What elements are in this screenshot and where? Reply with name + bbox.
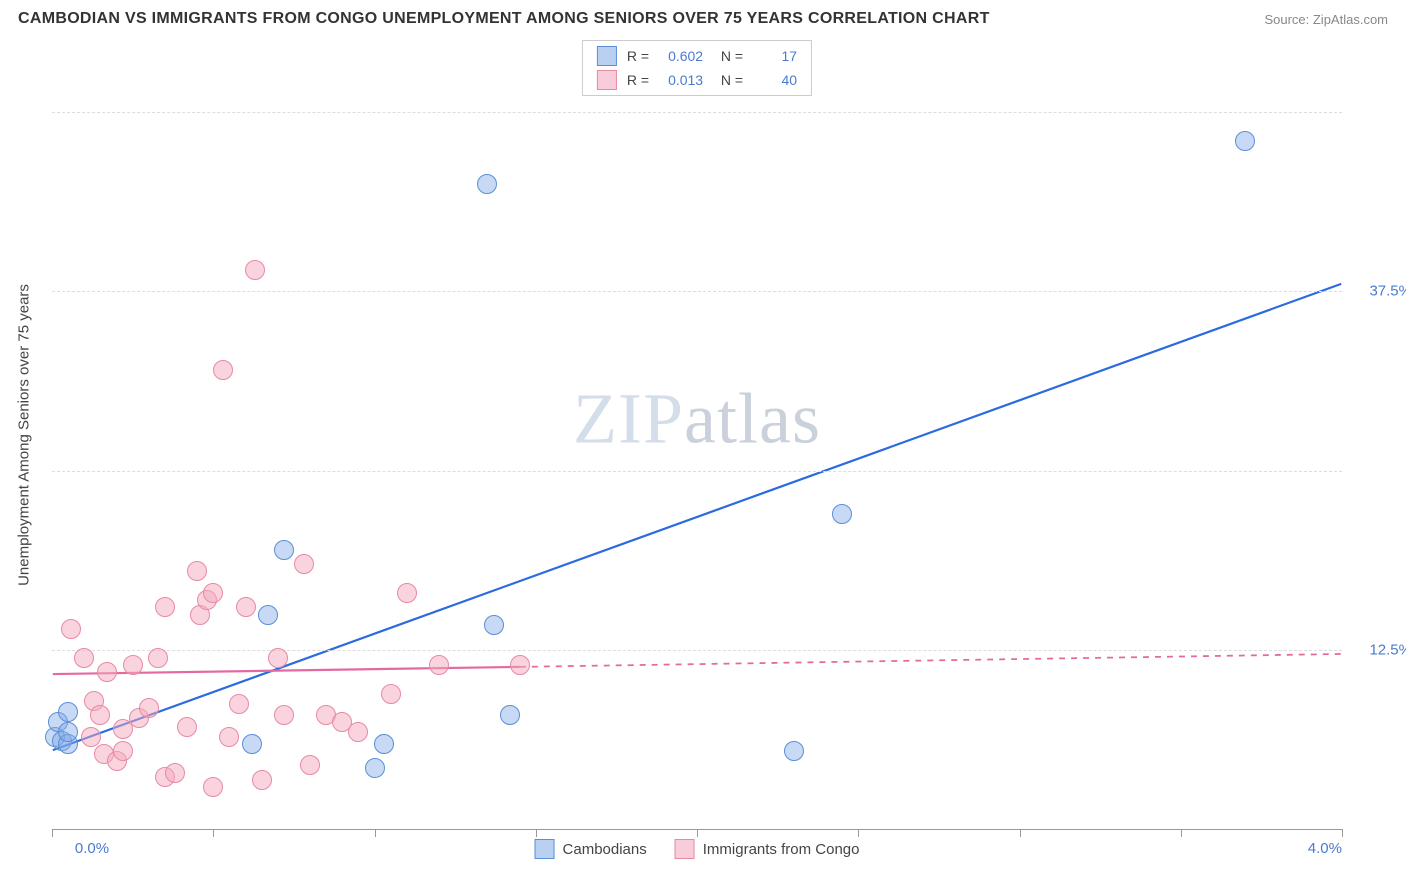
n-value-congo: 40 [753,72,797,88]
data-point [429,655,449,675]
y-tick-label: 12.5% [1352,642,1406,659]
watermark-prefix: ZIP [573,378,684,458]
stats-legend: R = 0.602 N = 17 R = 0.013 N = 40 [582,40,812,96]
data-point [252,770,272,790]
stats-row-congo: R = 0.013 N = 40 [583,68,811,92]
data-point [258,605,278,625]
watermark-suffix: atlas [684,378,821,458]
data-point [294,554,314,574]
data-point [81,727,101,747]
r-label: R = [627,48,649,64]
header-row: CAMBODIAN VS IMMIGRANTS FROM CONGO UNEMP… [0,0,1406,34]
data-point [90,705,110,725]
x-tick [375,829,376,837]
x-tick [52,829,53,837]
data-point [510,655,530,675]
x-tick-label: 4.0% [1262,840,1342,857]
data-point [97,662,117,682]
chart-title: CAMBODIAN VS IMMIGRANTS FROM CONGO UNEMP… [18,10,990,28]
data-point [187,561,207,581]
legend-item-congo: Immigrants from Congo [675,839,860,859]
data-point [268,648,288,668]
data-point [165,763,185,783]
r-value-congo: 0.013 [659,72,703,88]
n-value-cambodians: 17 [753,48,797,64]
data-point [374,734,394,754]
data-point [58,702,78,722]
legend-label-congo: Immigrants from Congo [703,841,860,858]
data-point [784,741,804,761]
data-point [477,174,497,194]
x-tick [697,829,698,837]
data-point [300,755,320,775]
data-point [58,722,78,742]
data-point [381,684,401,704]
data-point [245,260,265,280]
data-point [229,694,249,714]
data-point [219,727,239,747]
data-point [484,615,504,635]
x-tick [536,829,537,837]
legend-label-cambodians: Cambodians [563,841,647,858]
n-label: N = [713,72,743,88]
gridline [52,471,1342,472]
source-label: Source: ZipAtlas.com [1264,12,1388,27]
data-point [348,722,368,742]
data-point [139,698,159,718]
data-point [274,540,294,560]
data-point [213,360,233,380]
data-point [397,583,417,603]
x-tick [1181,829,1182,837]
data-point [365,758,385,778]
legend-item-cambodians: Cambodians [535,839,647,859]
swatch-cambodians [535,839,555,859]
data-point [123,655,143,675]
watermark: ZIPatlas [573,377,821,460]
x-tick-label: 0.0% [52,840,132,857]
data-point [155,597,175,617]
gridline [52,291,1342,292]
x-tick [213,829,214,837]
data-point [61,619,81,639]
swatch-congo [675,839,695,859]
data-point [500,705,520,725]
swatch-congo [597,70,617,90]
data-point [832,504,852,524]
data-point [148,648,168,668]
y-axis-title: Unemployment Among Seniors over 75 years [16,284,33,586]
swatch-cambodians [597,46,617,66]
n-label: N = [713,48,743,64]
chart-container: ZIPatlas R = 0.602 N = 17 R = 0.013 N = … [52,40,1342,830]
r-label: R = [627,72,649,88]
data-point [236,597,256,617]
stats-row-cambodians: R = 0.602 N = 17 [583,44,811,68]
plot-area: ZIPatlas R = 0.602 N = 17 R = 0.013 N = … [52,40,1342,830]
r-value-cambodians: 0.602 [659,48,703,64]
series-legend: Cambodians Immigrants from Congo [535,839,860,859]
data-point [203,583,223,603]
gridline [52,650,1342,651]
data-point [113,741,133,761]
x-tick [1342,829,1343,837]
x-tick [858,829,859,837]
data-point [177,717,197,737]
data-point [74,648,94,668]
y-tick-label: 37.5% [1352,283,1406,300]
data-point [203,777,223,797]
x-tick [1020,829,1021,837]
data-point [242,734,262,754]
data-point [1235,131,1255,151]
data-point [274,705,294,725]
gridline [52,112,1342,113]
